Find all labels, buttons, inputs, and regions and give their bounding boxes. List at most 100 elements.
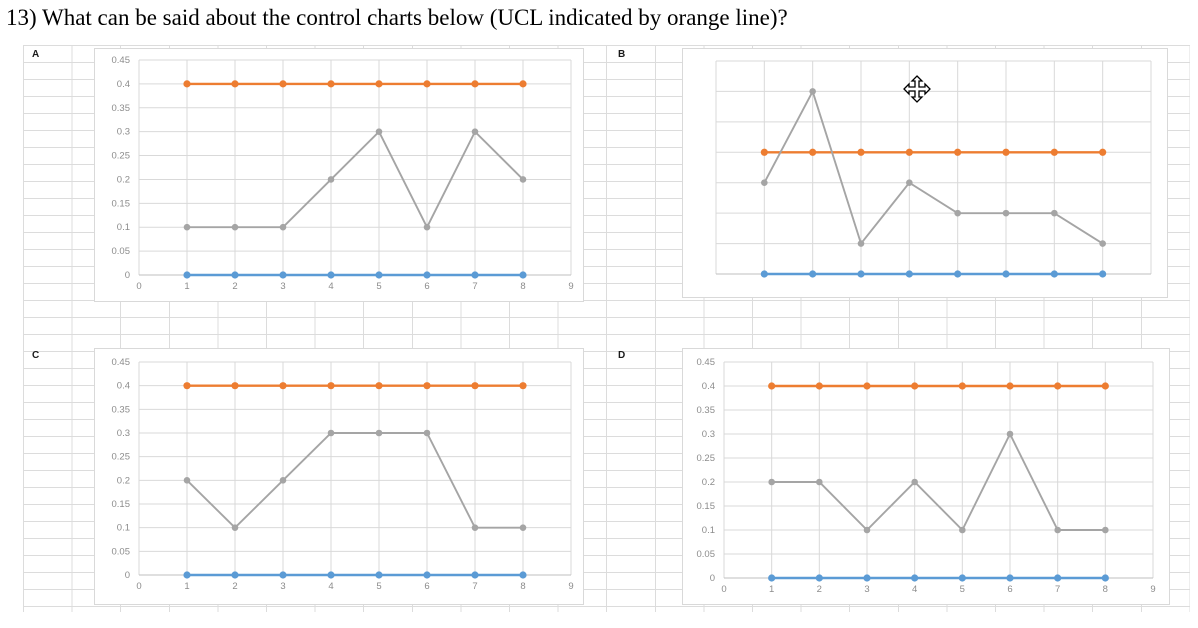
x-tick-label: 4 xyxy=(328,581,333,592)
lcl-marker xyxy=(857,270,865,278)
lcl-marker xyxy=(1099,270,1107,278)
data-line xyxy=(763,88,1104,246)
y-tick-label: 0 xyxy=(125,570,130,581)
data-marker xyxy=(231,524,239,531)
x-tick-label: 3 xyxy=(280,581,285,592)
ucl-marker xyxy=(958,382,966,390)
data-marker xyxy=(327,429,335,437)
control-chart-a-plot: 0 0.05 0.1 0.15 0.2 0.25 0.3 0.35 0.4 0.45 0 1 2 3 4 5 6… xyxy=(112,55,574,292)
y-tick-label: 0.35 xyxy=(112,404,131,415)
ucl-marker xyxy=(231,382,239,390)
y-tick-label: 0 xyxy=(710,573,715,584)
lcl-marker xyxy=(327,271,335,279)
lcl-marker xyxy=(279,271,287,279)
question-text: 13) What can be said about the control c… xyxy=(6,5,788,30)
data-marker xyxy=(954,209,961,217)
data-marker xyxy=(375,128,383,135)
lcl-marker xyxy=(863,574,871,582)
y-tick-label: 0.2 xyxy=(117,475,130,486)
x-tick-label: 0 xyxy=(721,584,726,595)
y-tick-label: 0.45 xyxy=(697,357,716,368)
x-tick-label: 0 xyxy=(136,281,141,292)
x-tick-label: 2 xyxy=(232,281,237,292)
x-tick-label: 6 xyxy=(424,281,429,292)
x-tick-label: 7 xyxy=(472,281,477,292)
data-marker xyxy=(423,223,431,231)
ucl-marker xyxy=(1099,148,1107,156)
data-marker xyxy=(1006,430,1014,438)
data-marker xyxy=(279,477,287,484)
lcl-marker xyxy=(423,571,431,579)
lcl-marker xyxy=(1054,574,1062,582)
ucl-marker xyxy=(1006,382,1014,390)
ucl-marker xyxy=(471,80,479,88)
ucl-marker xyxy=(905,148,913,156)
y-tick-label: 0.05 xyxy=(112,246,131,257)
y-tick-label: 0 xyxy=(125,270,130,281)
y-tick-label: 0.4 xyxy=(117,381,130,392)
control-chart-a[interactable]: 0 0.05 0.1 0.15 0.2 0.25 0.3 0.35 0.4 0.45 0 1 2 3 4 5 6… xyxy=(94,48,584,302)
lcl-marker xyxy=(1050,270,1058,278)
lcl-marker xyxy=(1101,574,1109,582)
data-marker xyxy=(423,429,431,437)
x-tick-label: 1 xyxy=(184,581,189,592)
data-marker xyxy=(816,478,823,486)
lcl-marker xyxy=(1002,270,1010,278)
control-chart-c-plot: 0 0.05 0.1 0.15 0.2 0.25 0.3 0.35 0.4 0.45 0 1 2 3 4 5 6… xyxy=(112,357,574,592)
ucl-marker xyxy=(954,148,962,156)
ucl-marker xyxy=(863,382,871,390)
control-chart-c[interactable]: 0 0.05 0.1 0.15 0.2 0.25 0.3 0.35 0.4 0.45 0 1 2 3 4 5 6… xyxy=(94,348,584,605)
move-cursor-icon xyxy=(903,75,931,103)
y-tick-label: 0.45 xyxy=(112,55,131,66)
lcl-marker xyxy=(760,270,768,278)
data-marker xyxy=(768,478,775,486)
ucl-marker xyxy=(423,382,431,390)
y-tick-label: 0.15 xyxy=(112,499,131,510)
control-chart-d[interactable]: 0 0.05 0.1 0.15 0.2 0.25 0.3 0.35 0.4 0.45 0 1 2 3 4 5 6… xyxy=(682,348,1170,605)
data-marker xyxy=(1102,526,1109,534)
x-tick-label: 0 xyxy=(136,581,141,592)
x-tick-label: 8 xyxy=(1103,584,1108,595)
lcl-marker xyxy=(375,271,383,279)
data-marker xyxy=(911,478,918,486)
y-tick-label: 0.1 xyxy=(117,523,130,534)
chart-d-cell-label: D xyxy=(618,350,626,361)
chart-b-cell-label: B xyxy=(618,49,626,60)
x-tick-label: 8 xyxy=(520,281,525,292)
ucl-marker xyxy=(857,148,865,156)
lcl-marker xyxy=(809,270,817,278)
ucl-marker xyxy=(375,382,383,390)
data-line xyxy=(187,130,524,230)
lcl-marker xyxy=(519,271,527,279)
y-tick-label: 0.35 xyxy=(697,405,716,416)
y-tick-label: 0.45 xyxy=(112,357,131,368)
x-tick-label: 8 xyxy=(520,581,525,592)
y-tick-label: 0.25 xyxy=(697,453,716,464)
lcl-marker xyxy=(768,574,776,582)
ucl-marker xyxy=(375,80,383,88)
y-tick-label: 0.1 xyxy=(702,525,715,536)
data-marker xyxy=(959,526,966,534)
data-marker xyxy=(183,477,191,484)
x-tick-label: 5 xyxy=(376,581,381,592)
lcl-marker xyxy=(423,271,431,279)
ucl-marker xyxy=(231,80,239,88)
ucl-marker xyxy=(1050,148,1058,156)
ucl-marker xyxy=(768,382,776,390)
x-tick-label: 2 xyxy=(817,584,822,595)
x-tick-label: 7 xyxy=(472,581,477,592)
x-tick-label: 9 xyxy=(568,281,573,292)
data-marker xyxy=(857,240,865,247)
y-tick-label: 0.4 xyxy=(117,79,130,90)
ucl-marker xyxy=(423,80,431,88)
ucl-marker xyxy=(911,382,919,390)
ucl-marker xyxy=(760,148,768,156)
data-marker xyxy=(1002,209,1010,217)
x-tick-label: 6 xyxy=(1007,584,1012,595)
y-tick-label: 0.25 xyxy=(112,452,131,463)
lcl-marker xyxy=(183,271,191,279)
ucl-marker xyxy=(471,382,479,390)
ucl-marker xyxy=(1101,382,1109,390)
x-tick-label: 3 xyxy=(280,281,285,292)
data-marker xyxy=(519,524,527,531)
